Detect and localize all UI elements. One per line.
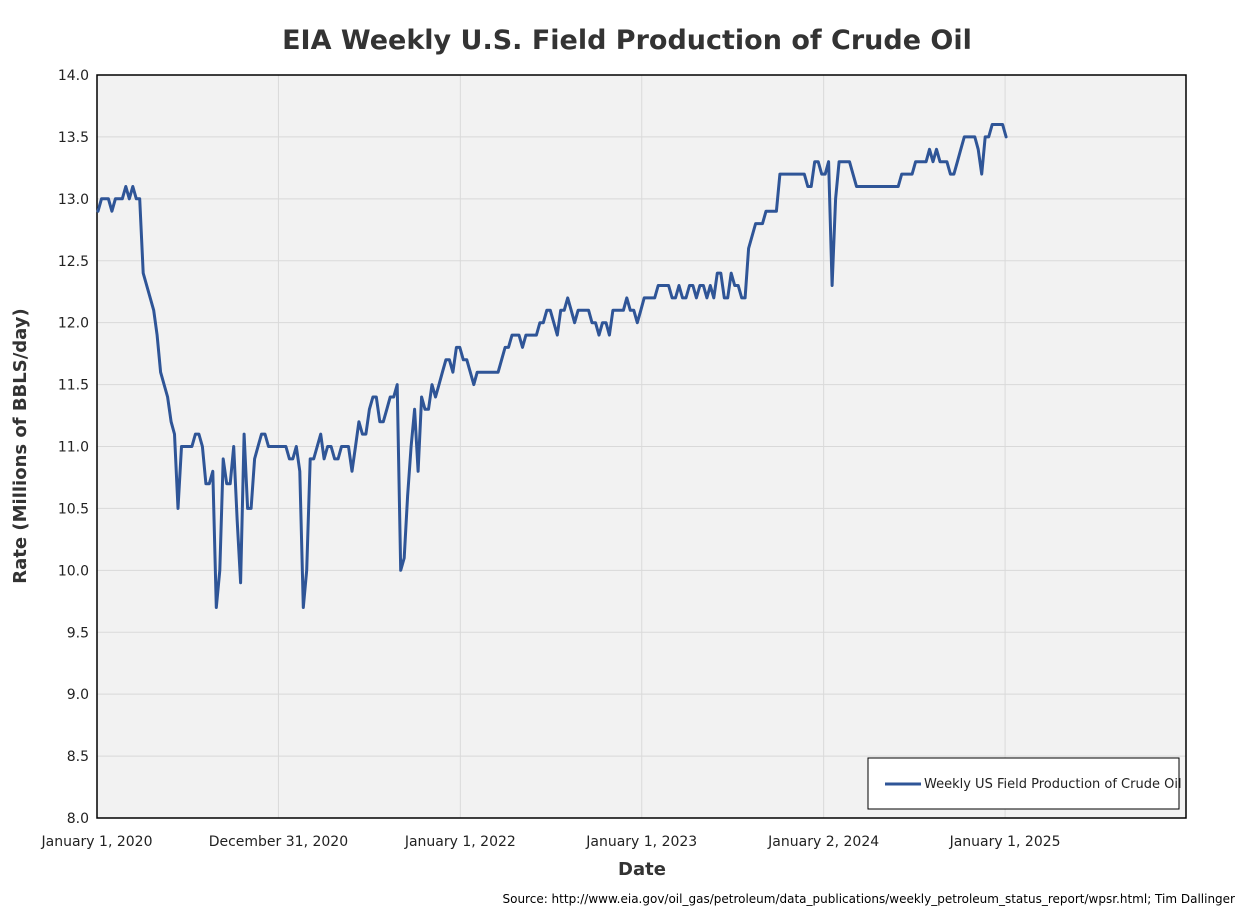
legend-label: Weekly US Field Production of Crude Oil (924, 777, 1182, 792)
x-tick-label: January 2, 2024 (767, 834, 879, 850)
x-axis-ticks: January 1, 2020 December 31, 2020 January … (41, 834, 1061, 850)
y-tick-label: 11.5 (58, 378, 89, 394)
y-tick-label: 9.0 (67, 687, 89, 703)
x-tick-label: December 31, 2020 (209, 834, 348, 850)
x-tick-label: January 1, 2023 (585, 834, 697, 850)
source-note: Source: http://www.eia.gov/oil_gas/petro… (502, 892, 1235, 906)
y-tick-label: 8.0 (67, 811, 89, 827)
y-tick-label: 13.0 (58, 192, 89, 208)
y-tick-label: 14.0 (58, 68, 89, 84)
x-axis-title: Date (618, 859, 666, 880)
y-tick-label: 8.5 (67, 749, 89, 765)
y-tick-label: 13.5 (58, 130, 89, 146)
y-tick-label: 10.5 (58, 501, 89, 517)
y-tick-label: 12.0 (58, 316, 89, 332)
legend: Weekly US Field Production of Crude Oil (867, 757, 1182, 810)
series-line-weekly-production (96, 123, 1008, 609)
x-tick-label: January 1, 2022 (404, 834, 516, 850)
y-tick-label: 11.0 (58, 440, 89, 456)
y-tick-label: 12.5 (58, 254, 89, 270)
x-tick-label: January 1, 2025 (949, 834, 1061, 850)
chart-title: EIA Weekly U.S. Field Production of Crud… (282, 25, 972, 56)
y-tick-label: 9.5 (67, 625, 89, 641)
x-tick-label: January 1, 2020 (41, 834, 153, 850)
y-axis-title: Rate (Millions of BBLS/day) (10, 308, 31, 583)
y-axis-ticks: 8.0 8.5 9.0 9.5 10.0 10.5 11.0 11.5 12.0 12.5 13.0… (58, 68, 89, 827)
y-tick-label: 10.0 (58, 563, 89, 579)
plot-border (96, 74, 1187, 819)
